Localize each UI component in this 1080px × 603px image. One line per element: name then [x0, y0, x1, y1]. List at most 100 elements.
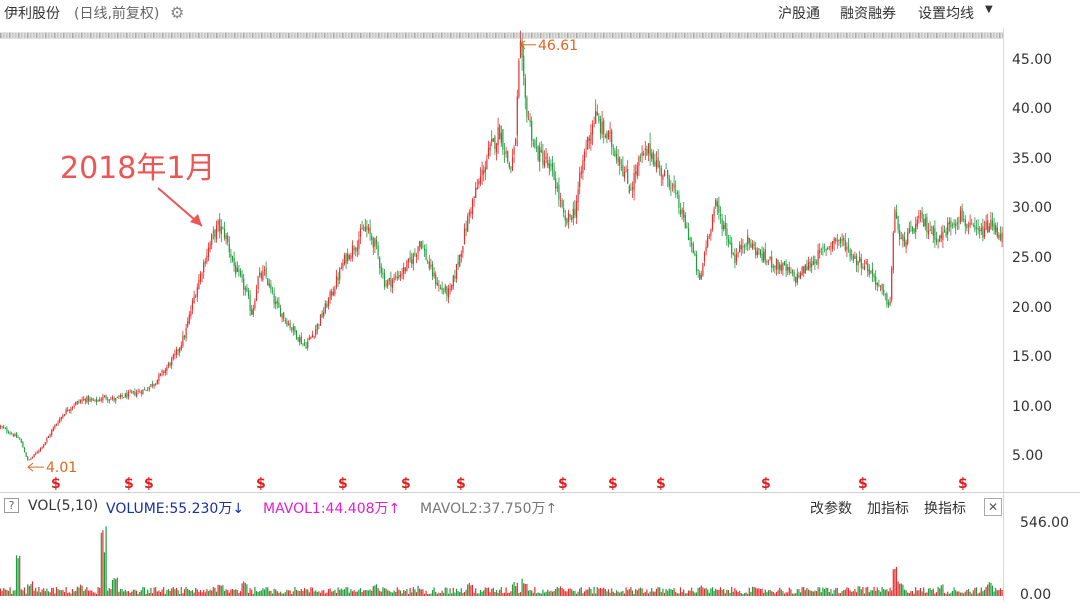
volume-bar: [439, 593, 442, 596]
candle: [902, 233, 904, 248]
time-navigator-strip[interactable]: [0, 32, 1003, 39]
dividend-marker[interactable]: $: [256, 476, 266, 492]
volume-bar: [267, 587, 269, 596]
change-params-button[interactable]: 改参数: [810, 501, 852, 517]
margin-trading-button[interactable]: 融资融券: [840, 6, 896, 22]
volume-bar: [294, 587, 296, 596]
candle: [193, 290, 195, 304]
volume-bar: [308, 592, 310, 596]
candle: [748, 237, 750, 251]
help-icon[interactable]: ?: [4, 498, 19, 513]
hk-connect-button[interactable]: 沪股通: [778, 6, 820, 22]
candle: [483, 165, 485, 182]
candle: [177, 348, 179, 355]
volume-bar: [393, 590, 395, 596]
candle: [638, 155, 640, 176]
candle: [671, 182, 674, 192]
candle: [172, 353, 174, 361]
gear-icon[interactable]: ⚙: [170, 3, 185, 22]
volume-bar: [566, 591, 568, 596]
volume-bar: [470, 585, 472, 596]
volume-bar: [582, 593, 584, 596]
volume-bar: [551, 591, 554, 596]
candle: [723, 220, 725, 232]
candle: [124, 392, 126, 398]
volume-bar: [331, 591, 333, 596]
volume-bar: [900, 583, 902, 596]
candle: [473, 196, 475, 207]
candle: [171, 356, 173, 370]
dividend-marker[interactable]: $: [144, 476, 154, 492]
dividend-marker[interactable]: $: [456, 476, 466, 492]
candle: [692, 241, 694, 254]
candle: [337, 272, 339, 287]
dividend-marker[interactable]: $: [401, 476, 411, 492]
volume-chart[interactable]: [0, 516, 1003, 600]
volume-bar: [758, 588, 760, 596]
candle: [316, 323, 318, 335]
volume-bar: [300, 589, 302, 596]
candle: [182, 330, 184, 348]
candle: [705, 240, 707, 256]
candle: [478, 178, 480, 189]
y-tick-label: 5.00: [1012, 448, 1044, 465]
volume-bar: [756, 588, 758, 596]
volume-bar: [460, 588, 462, 596]
add-indicator-button[interactable]: 加指标: [867, 501, 909, 517]
candle: [763, 247, 765, 264]
dividend-marker[interactable]: $: [558, 476, 568, 492]
candle: [409, 250, 411, 263]
chevron-down-icon[interactable]: ▼: [985, 4, 993, 15]
dividend-marker[interactable]: $: [656, 476, 666, 492]
volume-bar: [611, 588, 613, 596]
volume-bar: [751, 586, 754, 596]
volume-bar: [375, 584, 378, 596]
volume-bar: [542, 589, 544, 596]
candle: [526, 95, 528, 123]
dividend-marker[interactable]: $: [608, 476, 618, 492]
dividend-marker[interactable]: $: [124, 476, 134, 492]
candle: [403, 262, 405, 280]
candle: [515, 137, 517, 146]
dividend-marker[interactable]: $: [761, 476, 771, 492]
candle: [51, 429, 53, 437]
candle: [366, 220, 368, 238]
candle: [158, 372, 160, 385]
candle: [191, 298, 194, 315]
period-info: (日线,前复权): [74, 6, 160, 22]
volume-bar: [230, 589, 232, 596]
dividend-marker[interactable]: $: [51, 476, 61, 492]
volume-bar: [950, 592, 952, 596]
candle: [220, 219, 222, 243]
moving-average-settings-button[interactable]: 设置均线: [918, 6, 974, 22]
candle: [940, 226, 942, 243]
candle: [545, 148, 547, 163]
dividend-marker[interactable]: $: [338, 476, 348, 492]
candle: [183, 334, 186, 340]
volume-bar: [681, 591, 683, 596]
volume-bar: [988, 582, 990, 596]
candle: [246, 284, 248, 293]
volume-bar: [510, 591, 512, 596]
candle: [9, 431, 11, 436]
candle: [566, 217, 568, 226]
candle: [710, 228, 712, 241]
dividend-marker[interactable]: $: [858, 476, 868, 492]
candle: [145, 389, 147, 391]
dividend-marker[interactable]: $: [958, 476, 968, 492]
volume-bar: [27, 584, 29, 596]
close-icon[interactable]: ✕: [984, 498, 1002, 516]
price-chart[interactable]: 2018年1月 46.61 4.01 $ $ $ $ $ $ $ $ $ $ $ $ $: [0, 28, 1003, 492]
candle: [540, 141, 542, 153]
candle: [209, 240, 211, 253]
volume-bar: [735, 590, 738, 596]
volume-bar: [647, 593, 650, 596]
volume-bar: [361, 592, 363, 596]
candle: [825, 248, 827, 256]
candle: [1001, 226, 1003, 248]
switch-indicator-button[interactable]: 换指标: [924, 501, 966, 517]
candle: [900, 231, 902, 240]
volume-bar: [887, 591, 890, 596]
candle: [295, 330, 298, 340]
candle: [694, 250, 696, 257]
